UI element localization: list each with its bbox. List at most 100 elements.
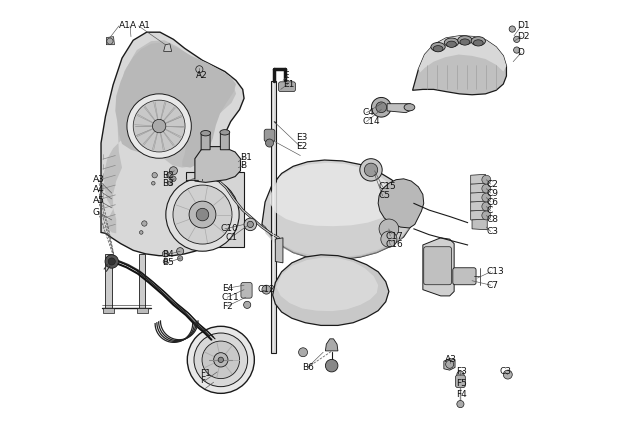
Polygon shape <box>115 42 236 168</box>
Circle shape <box>166 178 239 251</box>
Text: A2: A2 <box>196 72 208 80</box>
Circle shape <box>325 359 338 372</box>
Text: E2: E2 <box>296 142 307 151</box>
Circle shape <box>169 167 177 175</box>
Text: G: G <box>93 208 100 217</box>
Polygon shape <box>470 201 485 212</box>
Text: C1: C1 <box>226 233 238 242</box>
Polygon shape <box>470 183 485 194</box>
Text: D1: D1 <box>517 21 529 30</box>
Text: C: C <box>486 207 492 215</box>
Polygon shape <box>106 37 114 45</box>
Text: C13: C13 <box>486 267 504 276</box>
Text: B5: B5 <box>162 258 174 267</box>
Circle shape <box>105 255 119 268</box>
Circle shape <box>194 333 248 387</box>
FancyBboxPatch shape <box>278 82 295 92</box>
Circle shape <box>262 285 271 294</box>
Circle shape <box>509 26 515 32</box>
Polygon shape <box>470 174 485 185</box>
Ellipse shape <box>471 37 485 46</box>
Text: D: D <box>517 48 524 57</box>
Circle shape <box>514 36 520 42</box>
Ellipse shape <box>201 131 210 136</box>
Text: A3: A3 <box>445 355 457 364</box>
Circle shape <box>127 94 192 158</box>
Text: F1: F1 <box>200 369 211 378</box>
Polygon shape <box>378 179 424 228</box>
Ellipse shape <box>447 41 456 47</box>
Polygon shape <box>220 131 229 150</box>
Text: A3: A3 <box>93 175 105 184</box>
Text: C17: C17 <box>386 232 404 240</box>
Polygon shape <box>137 308 149 313</box>
Polygon shape <box>325 339 338 351</box>
Text: C3: C3 <box>486 227 499 236</box>
Circle shape <box>173 185 232 244</box>
Text: E1: E1 <box>283 80 295 89</box>
Polygon shape <box>105 254 112 308</box>
Circle shape <box>244 218 256 231</box>
Text: D2: D2 <box>517 32 529 41</box>
Text: C10: C10 <box>220 224 238 233</box>
Ellipse shape <box>474 40 483 46</box>
Text: C7: C7 <box>486 281 499 290</box>
Circle shape <box>108 258 115 265</box>
Polygon shape <box>423 238 454 296</box>
Text: C6: C6 <box>486 198 499 207</box>
Text: A4: A4 <box>93 186 105 194</box>
FancyBboxPatch shape <box>424 247 451 285</box>
Circle shape <box>364 163 378 177</box>
Text: C9: C9 <box>486 189 499 198</box>
Polygon shape <box>444 358 455 370</box>
Circle shape <box>177 256 183 261</box>
Circle shape <box>152 181 155 185</box>
Text: E3: E3 <box>296 133 307 142</box>
Text: F5: F5 <box>456 379 467 388</box>
Text: C8: C8 <box>486 215 499 224</box>
Circle shape <box>457 401 464 408</box>
Polygon shape <box>163 44 172 51</box>
Circle shape <box>133 100 185 152</box>
Ellipse shape <box>220 130 230 135</box>
Circle shape <box>162 251 168 257</box>
Ellipse shape <box>458 36 472 45</box>
Text: A: A <box>130 21 136 30</box>
Text: F: F <box>200 376 205 385</box>
Polygon shape <box>418 36 507 72</box>
Text: C15: C15 <box>378 182 396 191</box>
Polygon shape <box>470 210 485 221</box>
Circle shape <box>381 231 397 247</box>
Text: C5: C5 <box>378 191 390 200</box>
Circle shape <box>142 221 147 226</box>
Circle shape <box>266 139 273 147</box>
Polygon shape <box>103 308 114 313</box>
Circle shape <box>168 181 172 186</box>
Circle shape <box>152 119 166 133</box>
Circle shape <box>376 102 387 113</box>
FancyBboxPatch shape <box>453 268 476 285</box>
Circle shape <box>457 371 464 378</box>
Circle shape <box>202 341 240 379</box>
FancyBboxPatch shape <box>264 129 275 142</box>
Circle shape <box>514 47 520 53</box>
Circle shape <box>167 172 173 178</box>
Text: F2: F2 <box>222 302 233 311</box>
Circle shape <box>446 360 454 368</box>
Circle shape <box>171 176 176 181</box>
Circle shape <box>196 66 203 73</box>
Circle shape <box>482 184 491 193</box>
Circle shape <box>504 370 512 379</box>
Circle shape <box>139 231 143 234</box>
Text: B1: B1 <box>240 153 252 162</box>
Polygon shape <box>263 219 412 259</box>
Text: B4: B4 <box>162 250 174 259</box>
Circle shape <box>482 202 491 211</box>
Text: F3: F3 <box>456 367 467 376</box>
Circle shape <box>187 326 255 393</box>
FancyBboxPatch shape <box>456 375 466 388</box>
Polygon shape <box>201 132 210 150</box>
Text: A1: A1 <box>139 21 150 30</box>
Polygon shape <box>387 104 412 113</box>
Text: E: E <box>283 72 289 80</box>
